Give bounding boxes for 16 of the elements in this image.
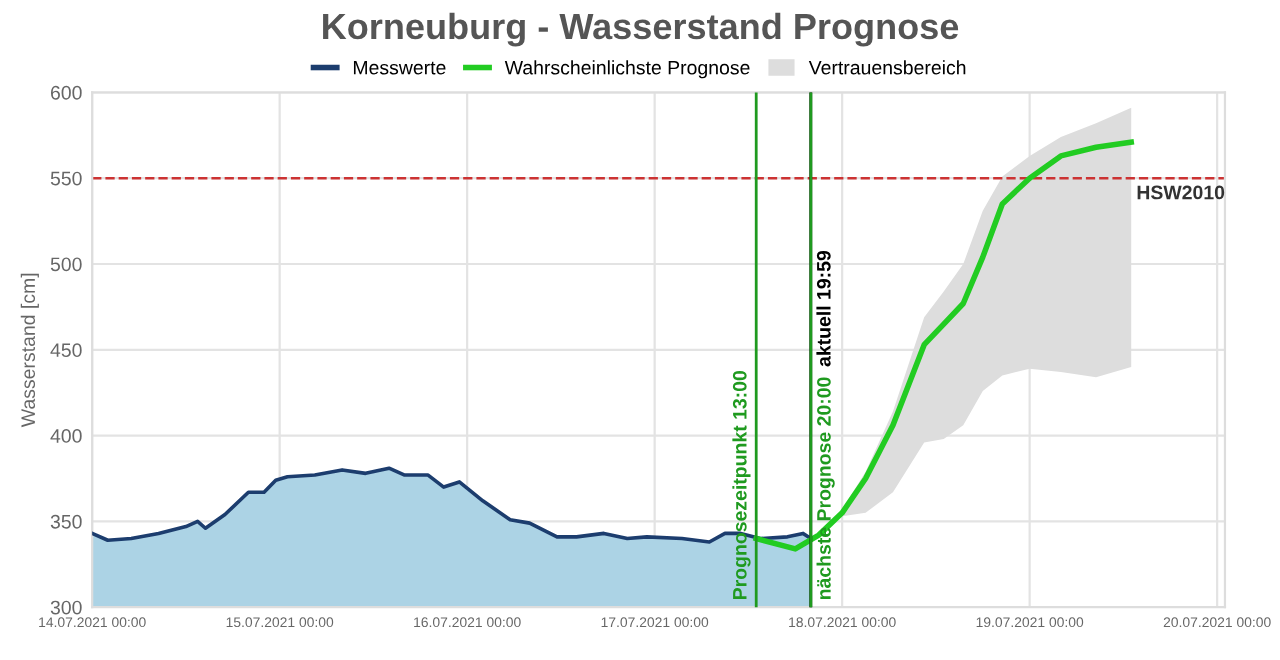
y-tick-label: 400 xyxy=(50,429,82,443)
y-tick-label: 450 xyxy=(50,343,82,358)
y-tick-label: 550 xyxy=(50,171,82,186)
legend-label: Messwerte xyxy=(353,60,446,75)
y-axis-title: Wasserstand [cm] xyxy=(20,273,39,428)
legend-label: Vertrauensbereich xyxy=(808,60,966,75)
ref-line-label: Prognosezeitpunkt 13:00 xyxy=(732,370,751,600)
ref-line-label: HSW2010 xyxy=(1137,185,1225,200)
y-tick-label: 600 xyxy=(50,85,82,100)
legend-label: Wahrscheinlichste Prognose xyxy=(504,60,750,79)
y-tick-label: 350 xyxy=(50,514,82,529)
y-tick-label: 500 xyxy=(50,257,82,272)
y-tick-label: 300 xyxy=(50,600,82,615)
ref-line-label: nächste Prognose 20:00 xyxy=(816,377,835,600)
chart-title: Korneuburg - Wasserstand Prognose xyxy=(323,12,959,47)
ref-line-label: aktuell 19:59 xyxy=(816,250,831,367)
